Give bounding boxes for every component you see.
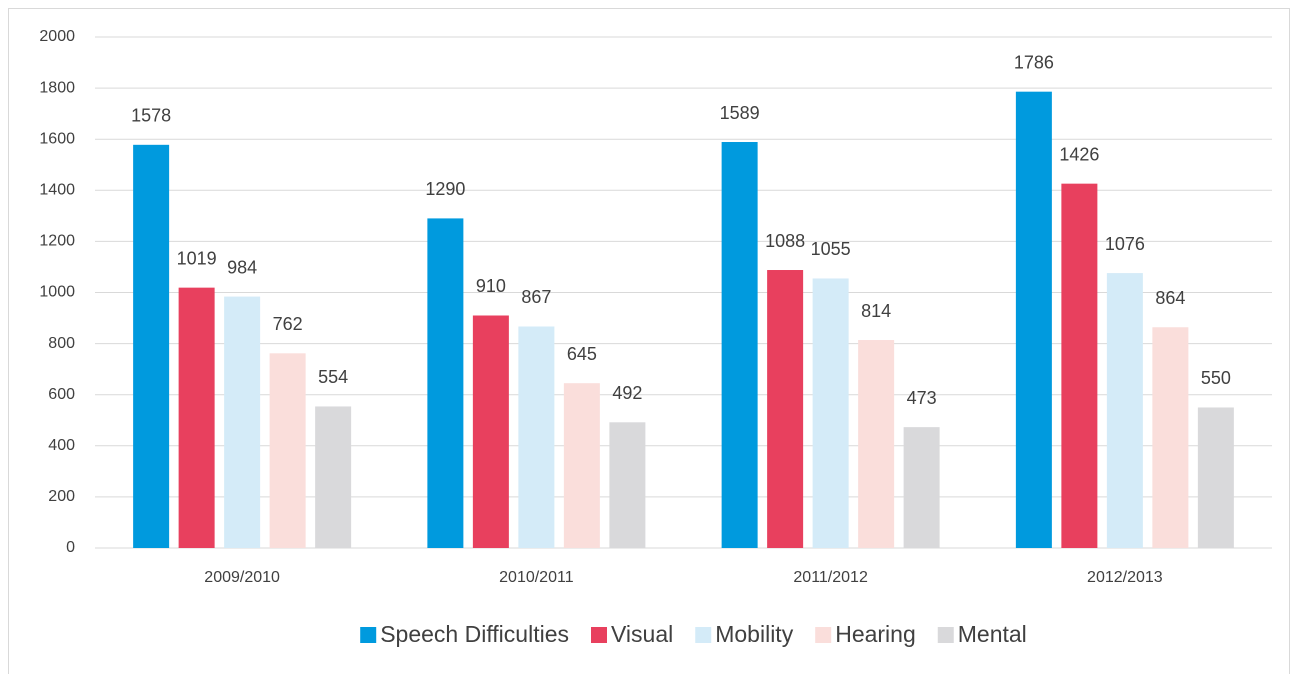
bar: [269, 353, 306, 548]
legend-label: Hearing: [835, 621, 916, 647]
bar: [472, 315, 509, 548]
data-label: 550: [1201, 368, 1231, 388]
x-tick-label: 2011/2012: [793, 569, 868, 586]
y-tick-label: 2000: [39, 28, 75, 45]
y-tick-label: 800: [48, 335, 75, 352]
legend-label: Mobility: [715, 621, 793, 647]
x-tick-label: 2010/2011: [499, 569, 574, 586]
legend-swatch: [695, 627, 712, 643]
y-tick-label: 400: [48, 437, 75, 454]
data-label: 1055: [811, 239, 851, 259]
bar: [767, 270, 804, 548]
bar: [315, 406, 352, 548]
bar: [1106, 273, 1143, 548]
data-label: 910: [476, 276, 506, 296]
data-label: 1589: [720, 103, 760, 123]
bar: [518, 326, 555, 548]
bar: [858, 340, 895, 548]
data-label: 1088: [765, 231, 805, 251]
y-tick-label: 600: [48, 386, 75, 403]
y-tick-label: 1000: [39, 284, 75, 301]
data-label: 984: [227, 257, 257, 277]
data-label: 1786: [1014, 52, 1054, 72]
data-label: 554: [318, 367, 348, 387]
legend-label: Mental: [958, 621, 1027, 647]
x-tick-label: 2012/2013: [1087, 569, 1163, 586]
y-tick-label: 1600: [39, 130, 75, 147]
legend-swatch: [360, 627, 377, 643]
data-label: 473: [907, 388, 937, 408]
data-label: 762: [273, 314, 303, 334]
data-label: 1019: [177, 248, 217, 268]
y-tick-label: 1200: [39, 233, 75, 250]
bar: [133, 144, 170, 549]
bar: [903, 427, 940, 548]
legend-swatch: [937, 627, 954, 643]
bar: [1152, 327, 1189, 548]
data-label: 1578: [131, 106, 171, 126]
data-label: 867: [521, 287, 551, 307]
bar: [178, 287, 215, 548]
data-label: 814: [861, 301, 891, 321]
y-tick-label: 1800: [39, 79, 75, 96]
data-label: 1290: [425, 179, 465, 199]
data-label: 492: [612, 383, 642, 403]
data-label: 1426: [1059, 144, 1099, 164]
bar: [427, 218, 464, 548]
bar: [609, 422, 646, 548]
bar: [563, 383, 600, 548]
y-tick-label: 1400: [39, 182, 75, 199]
bar: [1197, 407, 1234, 548]
bar: [812, 278, 849, 548]
legend-swatch: [815, 627, 832, 643]
data-label: 645: [567, 344, 597, 364]
bar: [1015, 91, 1052, 548]
legend-label: Speech Difficulties: [380, 621, 569, 647]
y-tick-label: 0: [66, 539, 75, 556]
legend-label: Visual: [611, 621, 673, 647]
bar: [1061, 183, 1098, 549]
legend-swatch: [591, 627, 607, 643]
data-label: 864: [1155, 288, 1185, 308]
x-tick-label: 2009/2010: [204, 569, 280, 586]
bar: [721, 142, 758, 548]
bar: [224, 296, 261, 548]
y-tick-label: 200: [48, 488, 75, 505]
data-label: 1076: [1105, 234, 1145, 254]
